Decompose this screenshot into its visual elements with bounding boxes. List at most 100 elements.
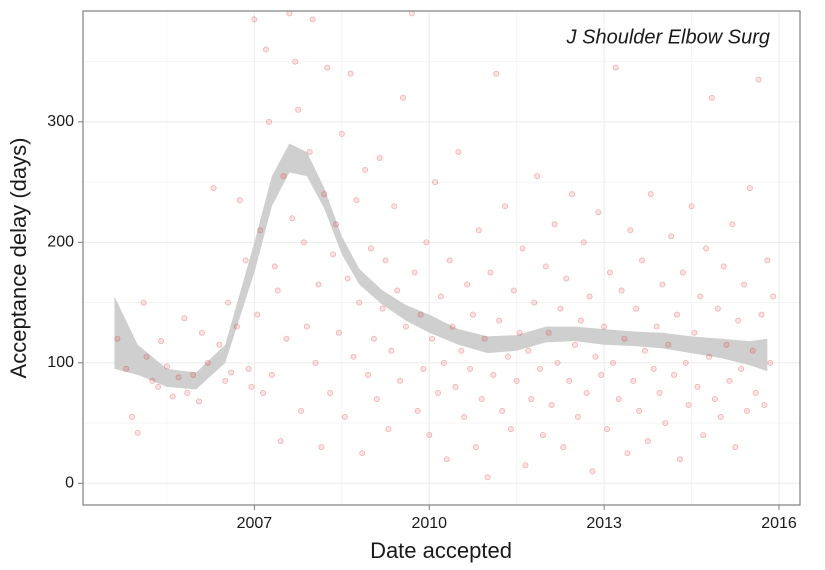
point [365,371,372,378]
point [443,456,450,463]
point [134,429,141,436]
point [248,383,255,390]
point [551,221,558,228]
grid [83,11,800,505]
point [671,371,678,378]
point [359,450,366,457]
point [609,359,616,366]
point [513,377,520,384]
point [324,64,331,71]
point [356,299,363,306]
point [467,365,474,372]
point [662,420,669,427]
point [656,389,663,396]
point [344,275,351,282]
point [114,335,121,342]
point [767,359,774,366]
point [522,462,529,469]
point [128,414,135,421]
point [198,329,205,336]
y-tick-label: 200 [47,234,74,251]
point [190,371,197,378]
point [353,197,360,204]
point [265,118,272,125]
point [528,395,535,402]
point [604,426,611,433]
point [245,365,252,372]
point [295,106,302,113]
point [469,311,476,318]
point [423,239,430,246]
point [580,239,587,246]
point [516,329,523,336]
point [388,347,395,354]
point [708,94,715,101]
point [300,239,307,246]
point [534,173,541,180]
point [711,395,718,402]
point [379,305,386,312]
point [402,323,409,330]
point [362,167,369,174]
point [574,414,581,421]
point [350,353,357,360]
point [691,329,698,336]
point [598,371,605,378]
point [432,179,439,186]
annotation: J Shoulder Elbow Surg [566,26,770,48]
point [417,311,424,318]
point [723,341,730,348]
point [327,389,334,396]
x-tick-label: 2016 [761,515,797,532]
point [397,377,404,384]
point [589,468,596,475]
point [283,335,290,342]
point [455,148,462,155]
point [764,257,771,264]
point [537,365,544,372]
point [461,414,468,421]
point [315,281,322,288]
point [743,408,750,415]
point [169,393,176,400]
point [484,474,491,481]
point [502,203,509,210]
point [507,426,514,433]
point [414,408,421,415]
point [545,329,552,336]
marks [114,10,777,481]
point [650,365,657,372]
point [330,251,337,258]
point [510,287,517,294]
point [586,293,593,300]
point [298,408,305,415]
point [627,227,634,234]
point [478,395,485,402]
point [647,191,654,198]
point [612,64,619,71]
point [260,389,267,396]
point [504,353,511,360]
x-tick-label: 2010 [411,515,447,532]
point [741,281,748,288]
point [181,315,188,322]
y-tick-label: 300 [47,113,74,130]
point [668,233,675,240]
point [633,305,640,312]
point [210,185,217,192]
point [312,359,319,366]
point [391,203,398,210]
point [233,323,240,330]
point [615,395,622,402]
point [254,311,261,318]
point [458,347,465,354]
point [665,341,672,348]
point [175,374,182,381]
point [697,293,704,300]
point [335,329,342,336]
point [263,46,270,53]
point [143,353,150,360]
point [376,154,383,161]
point [268,371,275,378]
